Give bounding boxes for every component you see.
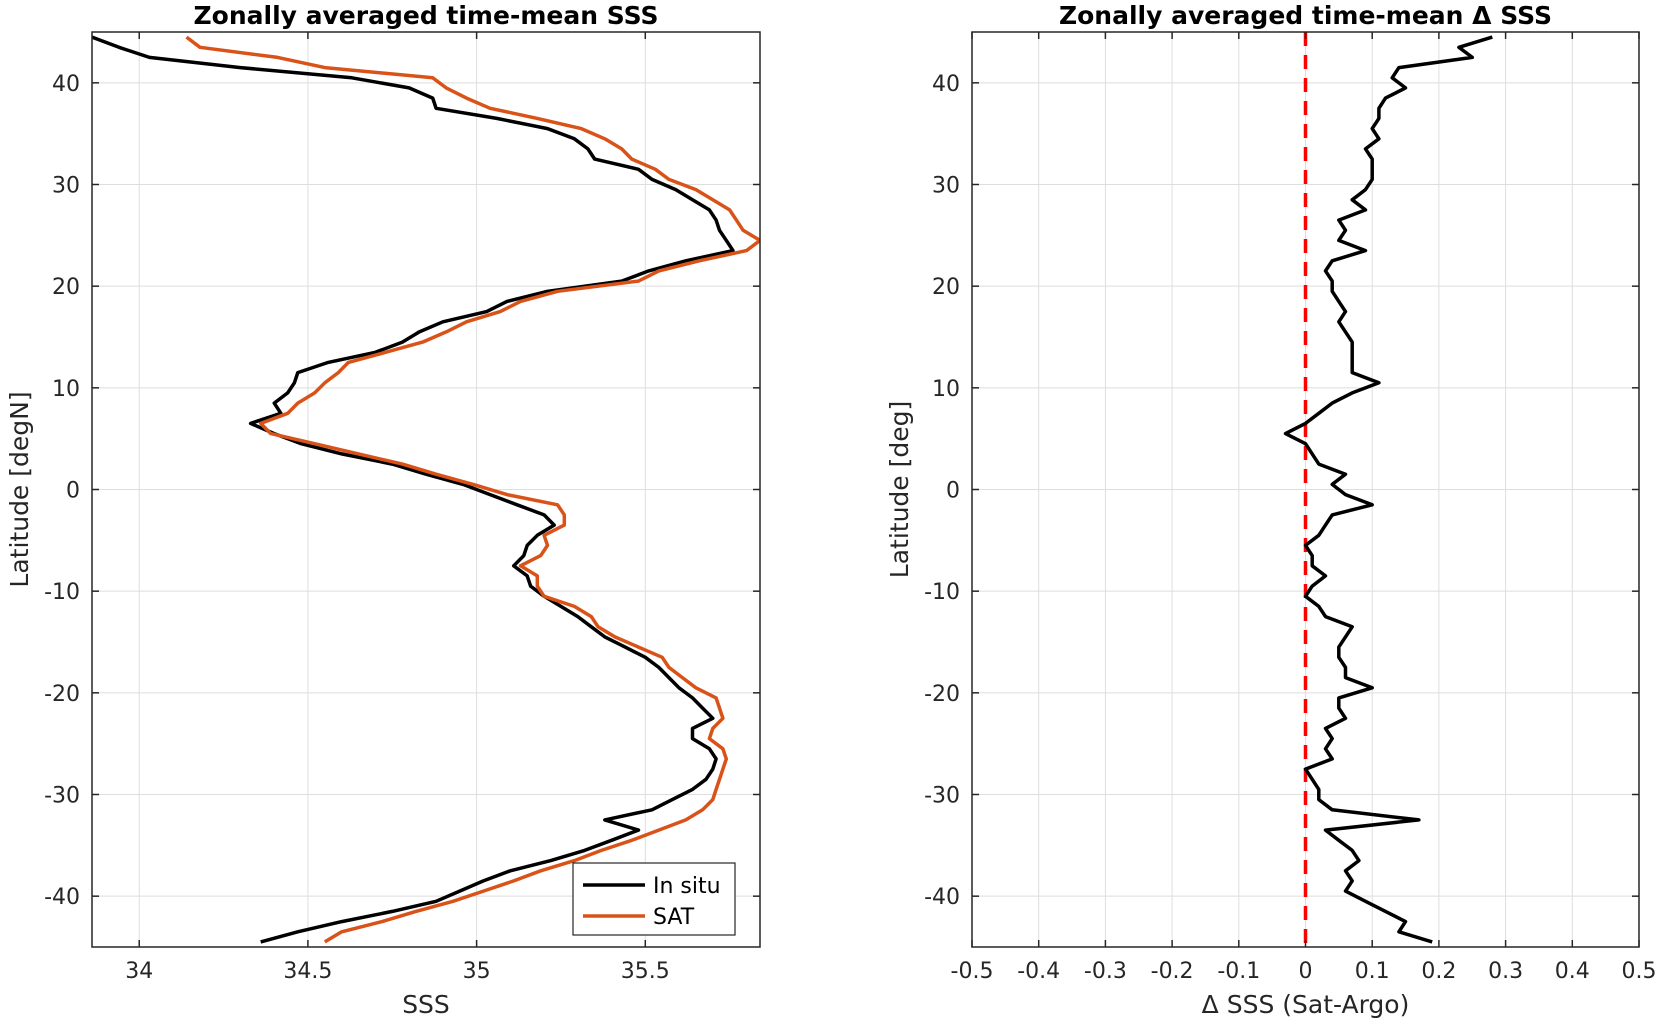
x-tick-label: -0.4 — [1017, 959, 1060, 984]
x-tick-label: 0.2 — [1421, 959, 1456, 984]
x-tick-label: 34.5 — [283, 959, 332, 984]
y-tick-label: 30 — [52, 174, 80, 199]
y-axis-label: Latitude [degN] — [5, 391, 34, 587]
y-tick-label: -10 — [924, 580, 960, 605]
legend-label: SAT — [653, 905, 695, 930]
x-tick-label: 34 — [125, 959, 153, 984]
x-tick-label: 0.4 — [1555, 959, 1590, 984]
x-tick-label: 0 — [1299, 959, 1313, 984]
x-tick-label: -0.2 — [1151, 959, 1194, 984]
x-axis-label: SSS — [402, 990, 450, 1019]
y-axis-label: Latitude [deg] — [885, 401, 914, 578]
chart-title: Zonally averaged time-mean SSS — [194, 1, 659, 30]
x-tick-label: 0.5 — [1622, 959, 1657, 984]
y-tick-label: 10 — [932, 377, 960, 402]
y-tick-label: 30 — [932, 174, 960, 199]
legend-box — [572, 862, 736, 936]
x-tick-label: -0.3 — [1084, 959, 1127, 984]
x-tick-label: 35.5 — [621, 959, 670, 984]
y-tick-label: 0 — [946, 479, 960, 504]
chart-title: Zonally averaged time-mean Δ SSS — [1059, 1, 1552, 30]
y-tick-label: -40 — [924, 885, 960, 910]
y-tick-label: -20 — [924, 682, 960, 707]
y-tick-label: -40 — [44, 885, 80, 910]
y-tick-label: 20 — [52, 275, 80, 300]
y-tick-label: 10 — [52, 377, 80, 402]
series-line-delta-sss — [1283, 35, 1493, 944]
y-tick-label: 0 — [66, 479, 80, 504]
y-tick-label: -30 — [44, 784, 80, 809]
y-tick-label: -10 — [44, 580, 80, 605]
y-tick-label: -20 — [44, 682, 80, 707]
x-tick-label: 0.3 — [1488, 959, 1523, 984]
series-line-in-situ — [92, 35, 735, 944]
legend-label: In situ — [653, 874, 721, 899]
x-tick-label: -0.5 — [951, 959, 994, 984]
delta-sss-panel: -0.5 -0.4 -0.3 -0.2 -0.1 0 0.1 0.2 0.3 0.4 0.5 -40 -… — [885, 1, 1657, 1019]
series-line-sat — [185, 35, 760, 944]
x-tick-label: 0.1 — [1355, 959, 1390, 984]
x-tick-label: 35 — [463, 959, 491, 984]
x-axis-label: Δ SSS (Sat-Argo) — [1202, 990, 1410, 1019]
legend: In situ SAT — [572, 862, 736, 936]
sss-panel: 34 34.5 35 35.5 -40 -30 -20 -10 0 10 20 30 40 Zonally… — [5, 1, 761, 1019]
y-tick-label: 40 — [932, 72, 960, 97]
y-tick-label: 40 — [52, 72, 80, 97]
y-tick-label: -30 — [924, 784, 960, 809]
x-tick-label: -0.1 — [1217, 959, 1260, 984]
y-tick-label: 20 — [932, 275, 960, 300]
